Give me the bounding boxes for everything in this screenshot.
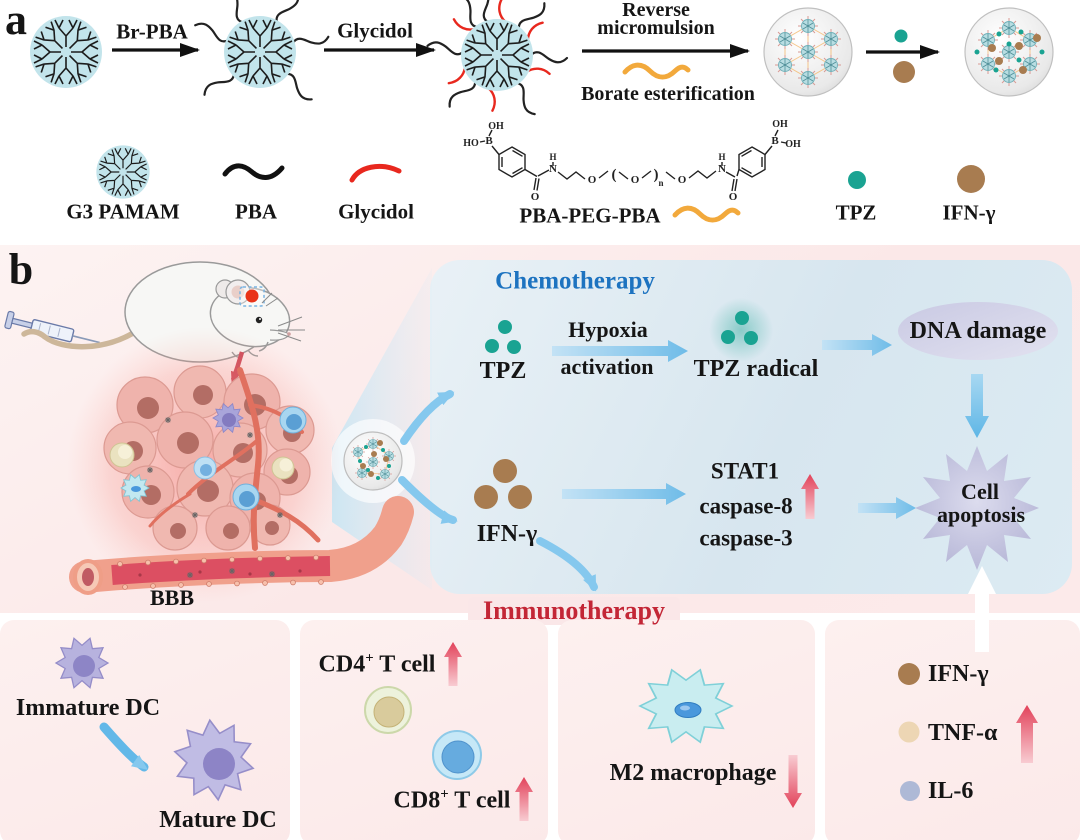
cd4-label: CD4+ T cell [318,650,436,678]
legend-ifn-icon [957,165,985,193]
reaction-arrows-panel-a [112,43,940,59]
stat1-label: STAT1 [710,458,780,484]
step1-label: Br-PBA [116,19,188,44]
cd8-tcell-text: T cell [448,787,511,814]
svg-text:O: O [678,174,687,186]
legend-tpz-label: TPZ [835,200,877,225]
legend-g3-label: G3 PAMAM [66,199,180,224]
legend-ifn-label: IFN-γ [942,200,996,225]
cytokine-ifn-label: IFN-γ [928,661,989,687]
cell-label: Cell [961,479,999,504]
legend-pba-label: PBA [235,199,277,224]
cd8-sup: + [440,786,449,803]
svg-text:H: H [549,152,556,162]
step2-label: Glycidol [337,18,413,43]
step3-sub-label: Borate esterification [581,83,755,105]
immature-dc-label: Immature DC [15,695,161,721]
panel-t-cells [300,620,548,840]
cd4-sup: + [365,650,374,667]
activation-label: activation [560,354,654,379]
immunotherapy-title: Immunotherapy [482,596,666,625]
dendrimer-pba [192,0,331,104]
svg-text:OH: OH [488,121,504,132]
legend-tpz-icon [848,171,866,189]
cd4-text: CD4 [318,651,366,678]
svg-text:(: ( [612,167,617,183]
tpz-label: TPZ [479,358,527,384]
mature-dc-label: Mature DC [159,807,277,833]
svg-text:OH: OH [772,119,788,130]
micelle-empty [763,7,853,97]
cytokine-il6-label: IL-6 [928,778,974,804]
svg-text:): ) [654,167,659,183]
svg-text:N: N [718,163,726,175]
dna-damage-label: DNA damage [909,318,1047,344]
m2-label: M2 macrophage [609,760,777,786]
legend-pba-icon [222,163,285,180]
loading-dots [893,29,915,83]
tpz-radical-label: TPZ radical [693,356,819,382]
legend-g3-icon [96,145,149,198]
svg-text:OH: OH [785,139,801,150]
dendrimer-g3 [30,16,102,88]
caspase8-label: caspase-8 [699,493,793,519]
legend-peg-squiggle-icon [672,205,741,223]
svg-text:n: n [658,178,663,188]
cd8-text: CD8 [393,787,441,814]
panel-b-label: b [8,245,34,294]
legend-glycidol-label: Glycidol [338,199,414,224]
svg-text:H: H [718,152,725,162]
svg-text:O: O [588,174,597,186]
micelle-loaded [964,7,1054,97]
cd4-tcell-text: T cell [373,651,436,678]
cytokine-tnf-label: TNF-α [928,720,998,746]
svg-text:B: B [771,135,779,147]
svg-text:N: N [549,163,557,175]
bbb-label: BBB [149,585,195,610]
svg-text:O: O [729,191,738,203]
dendrimer-pba-glycidol [425,0,569,118]
step3-label-line2: micromulsion [597,17,715,39]
peg-squiggle-panel-a [622,62,691,80]
pba-peg-pba-structure: B OH HO O N H O O O ( ) n N H O B OH OH [463,119,801,203]
cd8-label: CD8+ T cell [393,786,511,814]
panel-m2-macrophage [558,620,815,840]
caspase3-label: caspase-3 [699,525,793,551]
svg-text:HO: HO [463,138,479,149]
svg-text:O: O [531,191,540,203]
hypoxia-label: Hypoxia [568,317,648,342]
svg-text:O: O [631,174,640,186]
step3-label-line1: Reverse [622,0,690,21]
legend-pbapeg-label: PBA-PEG-PBA [519,203,661,228]
apoptosis-label: apoptosis [936,502,1026,527]
legend-glycidol-icon [349,163,402,183]
ifn-label-panel-b: IFN-γ [476,521,538,547]
svg-text:B: B [485,135,493,147]
panel-a-label: a [5,0,27,44]
chemotherapy-title: Chemotherapy [495,267,655,295]
